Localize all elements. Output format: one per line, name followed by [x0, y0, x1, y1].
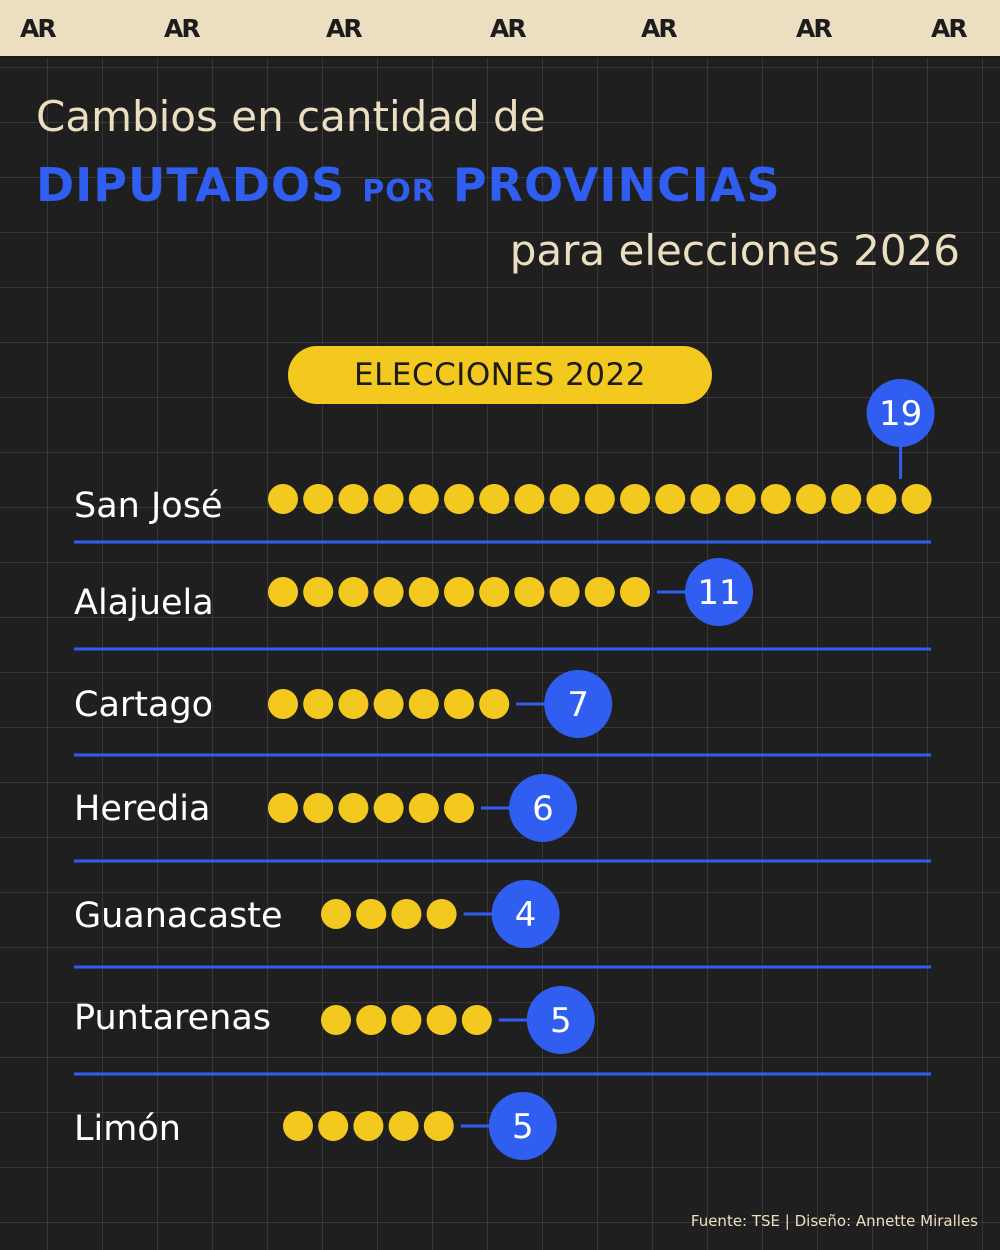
seat-dot [831, 484, 862, 514]
value-badge [488, 1092, 557, 1160]
seat-dot [408, 793, 439, 823]
seat-dot [268, 689, 298, 719]
value-badge [509, 774, 577, 842]
value-badge [866, 379, 935, 447]
brand-logo: AR [326, 14, 363, 43]
province-label: Puntarenas [74, 998, 271, 1038]
value-label: 7 [567, 685, 589, 725]
seat-dot [444, 689, 474, 719]
brand-logo: AR [796, 14, 833, 43]
seat-dot [444, 793, 474, 823]
value-label: 11 [697, 573, 740, 613]
seat-dot [356, 899, 387, 929]
seat-dot [268, 484, 298, 514]
chart-subtitle-pill: ELECCIONES 2022 [288, 346, 712, 404]
seat-dot [318, 1111, 349, 1141]
seat-dot [321, 899, 351, 929]
seat-dot [514, 577, 545, 607]
seat-dot [373, 689, 404, 719]
seat-dot [303, 577, 334, 607]
seat-dot [549, 577, 580, 607]
seat-dot [796, 484, 826, 514]
seat-dot [391, 1005, 422, 1035]
seat-dot [353, 1111, 384, 1141]
seat-dot [373, 793, 404, 823]
province-label: Alajuela [74, 583, 214, 623]
brand-logo: AR [164, 14, 201, 43]
seat-dot [655, 484, 686, 514]
seat-dot [268, 577, 298, 607]
seat-dot [584, 484, 615, 514]
title-line-2: DIPUTADOS POR PROVINCIAS [36, 158, 781, 212]
province-label: San José [74, 486, 222, 526]
seat-dot [391, 899, 422, 929]
source-credit: Fuente: TSE | Diseño: Annette Miralles [690, 1212, 978, 1230]
seat-dot [901, 484, 932, 514]
seat-dot [426, 1005, 457, 1035]
seat-dot [283, 1111, 313, 1141]
brand-logo: AR [20, 14, 57, 43]
title-por: POR [362, 174, 436, 209]
seat-dot [303, 689, 334, 719]
seat-dot [338, 484, 369, 514]
brand-logo: AR [490, 14, 527, 43]
seat-dot [461, 1005, 492, 1035]
seat-dot [690, 484, 721, 514]
seat-dot [268, 793, 298, 823]
seat-dot [338, 577, 369, 607]
seat-dot [620, 577, 650, 607]
value-badge [526, 986, 595, 1054]
seat-dot [549, 484, 580, 514]
value-label: 19 [879, 394, 922, 434]
value-badge [491, 880, 560, 948]
seat-dot [444, 577, 474, 607]
seat-dot [620, 484, 650, 514]
value-label: 5 [550, 1001, 572, 1041]
seat-dot [584, 577, 615, 607]
province-label: Cartago [74, 685, 213, 725]
value-label: 5 [512, 1107, 534, 1147]
seat-dot [479, 577, 510, 607]
seat-dot [388, 1111, 419, 1141]
seat-dot [321, 1005, 351, 1035]
brand-bar: AR AR AR AR AR AR AR [0, 0, 1000, 58]
seat-dot [373, 484, 404, 514]
seat-dot [725, 484, 756, 514]
seat-dot [408, 577, 439, 607]
title-provincias: PROVINCIAS [452, 158, 781, 212]
seat-dot [760, 484, 791, 514]
seat-dot [303, 484, 334, 514]
seat-dot [338, 689, 369, 719]
seat-dot [426, 899, 457, 929]
seat-dot [338, 793, 369, 823]
value-badge [544, 670, 613, 738]
seat-dot [866, 484, 897, 514]
province-label: Limón [74, 1109, 181, 1149]
seat-dot [444, 484, 474, 514]
brand-logo: AR [641, 14, 678, 43]
seat-dot [373, 577, 404, 607]
seat-dot [514, 484, 545, 514]
province-label: Heredia [74, 789, 210, 829]
seat-dot [408, 484, 439, 514]
province-label: Guanacaste [74, 896, 283, 936]
value-badge [685, 558, 753, 626]
value-label: 6 [532, 789, 554, 829]
seat-dot [356, 1005, 387, 1035]
value-label: 4 [515, 895, 537, 935]
brand-logo: AR [931, 14, 968, 43]
title-line-3: para elecciones 2026 [509, 226, 960, 275]
seat-dot [479, 689, 510, 719]
title-diputados: DIPUTADOS [36, 158, 346, 212]
seat-dot [479, 484, 510, 514]
seat-dot [423, 1111, 454, 1141]
title-line-1: Cambios en cantidad de [36, 92, 546, 141]
seat-dot [408, 689, 439, 719]
seat-dot [303, 793, 334, 823]
